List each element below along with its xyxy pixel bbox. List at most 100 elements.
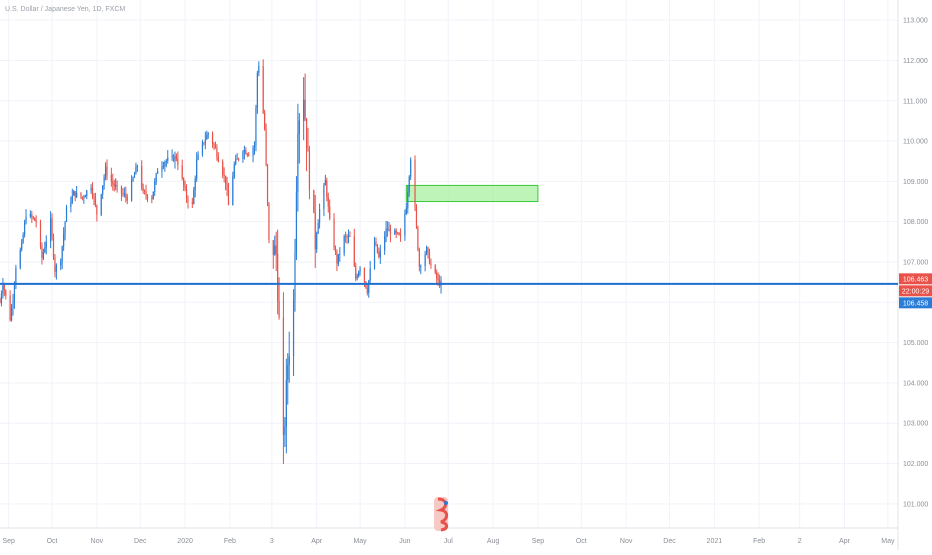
x-tick-label: Aug: [487, 538, 500, 545]
candle-body: [174, 156, 176, 162]
candle-body: [318, 209, 321, 224]
x-tick-label: Oct: [47, 538, 58, 545]
candle-body: [235, 159, 237, 165]
candle-body: [142, 188, 144, 191]
candle-body: [256, 72, 258, 108]
candle-body: [112, 181, 114, 184]
y-tick-label: 109.000: [903, 179, 928, 186]
candle-body: [154, 181, 156, 192]
candle-body: [395, 230, 397, 233]
candle-body: [81, 196, 84, 198]
candle-body: [294, 252, 296, 300]
candle-body: [213, 143, 215, 146]
price-label: 106.458: [903, 300, 928, 307]
candle-body: [222, 161, 224, 175]
candle-body: [74, 191, 76, 197]
y-tick-label: 113.000: [903, 18, 928, 25]
candle-body: [404, 213, 406, 236]
candle-body: [363, 268, 366, 282]
candle-body: [407, 191, 409, 209]
candle-body: [63, 234, 65, 247]
candle-body: [415, 206, 418, 227]
candle-body: [155, 173, 157, 182]
candle-body: [2, 284, 4, 294]
candle-body: [96, 205, 98, 215]
x-tick-label: Dec: [663, 538, 676, 545]
candle-body: [375, 241, 377, 245]
candle-body: [245, 149, 247, 154]
candle-body: [339, 253, 341, 255]
candle-body: [347, 236, 350, 238]
candle-body: [122, 193, 124, 195]
candle-body: [333, 218, 335, 249]
y-tick-label: 107.000: [903, 259, 928, 266]
x-axis: Sep Oct Nov Dec 2020 Feb 3 Apr May Jun Jul Aug Sep Oc…: [2, 538, 895, 545]
candle-body: [194, 178, 196, 191]
candle-body: [84, 195, 86, 198]
candle-body: [217, 157, 219, 162]
candle-body: [51, 218, 53, 237]
candle-body: [146, 195, 149, 199]
candle-body: [162, 166, 165, 168]
candle-body: [355, 266, 357, 279]
candle-body: [132, 177, 134, 181]
candle-body: [73, 191, 75, 196]
candle-body: [65, 206, 68, 222]
candle-body: [113, 183, 115, 186]
candle-body: [23, 222, 26, 235]
candle-body: [282, 317, 285, 435]
x-tick-label: Sep: [532, 538, 545, 545]
candle-body: [284, 426, 286, 435]
candle-body: [277, 254, 279, 302]
candle-body: [242, 152, 244, 159]
candle-body: [41, 245, 43, 258]
candle-body: [5, 289, 7, 296]
candle-body: [13, 284, 16, 302]
candle-body: [384, 236, 386, 251]
candle-body: [334, 248, 337, 252]
price-label: 22:00:29: [902, 288, 929, 295]
candle-body: [35, 220, 37, 223]
candle-body: [171, 155, 173, 158]
candle-body: [31, 214, 33, 217]
candle-body: [76, 192, 78, 197]
grid: [0, 0, 898, 528]
candle-body: [193, 190, 195, 204]
candle-body: [103, 177, 105, 186]
candle-body: [278, 301, 280, 318]
candle-body: [157, 171, 159, 174]
x-tick-label: 2021: [707, 538, 723, 545]
candle-body: [418, 249, 420, 267]
candle-body: [275, 245, 277, 255]
candle-body: [86, 190, 88, 196]
x-tick-label: Jun: [399, 538, 410, 545]
candle-body: [420, 266, 422, 268]
candle-body: [83, 197, 85, 199]
candle-body: [243, 149, 245, 153]
candle-body: [0, 293, 3, 303]
candle-body: [102, 185, 104, 195]
candle-body: [44, 247, 46, 253]
candle-body: [307, 148, 309, 152]
candle-body: [39, 222, 42, 246]
candle-body: [376, 244, 379, 253]
candle-body: [19, 249, 21, 269]
candle-body: [110, 174, 112, 182]
candle-body: [90, 188, 92, 191]
candle-body: [405, 208, 407, 214]
candle-body: [226, 183, 228, 191]
candle-body: [125, 193, 127, 197]
candle-body: [54, 257, 56, 272]
candle-body: [329, 206, 331, 219]
candle-body: [196, 159, 198, 179]
x-tick-label: 2020: [177, 538, 193, 545]
x-tick-label: Apr: [311, 538, 323, 545]
candle-body: [414, 159, 416, 207]
zone-layer: [405, 184, 539, 203]
candle-body: [151, 198, 153, 200]
candle-body: [214, 145, 217, 149]
candle-body: [181, 165, 183, 179]
candle-body: [126, 196, 128, 201]
